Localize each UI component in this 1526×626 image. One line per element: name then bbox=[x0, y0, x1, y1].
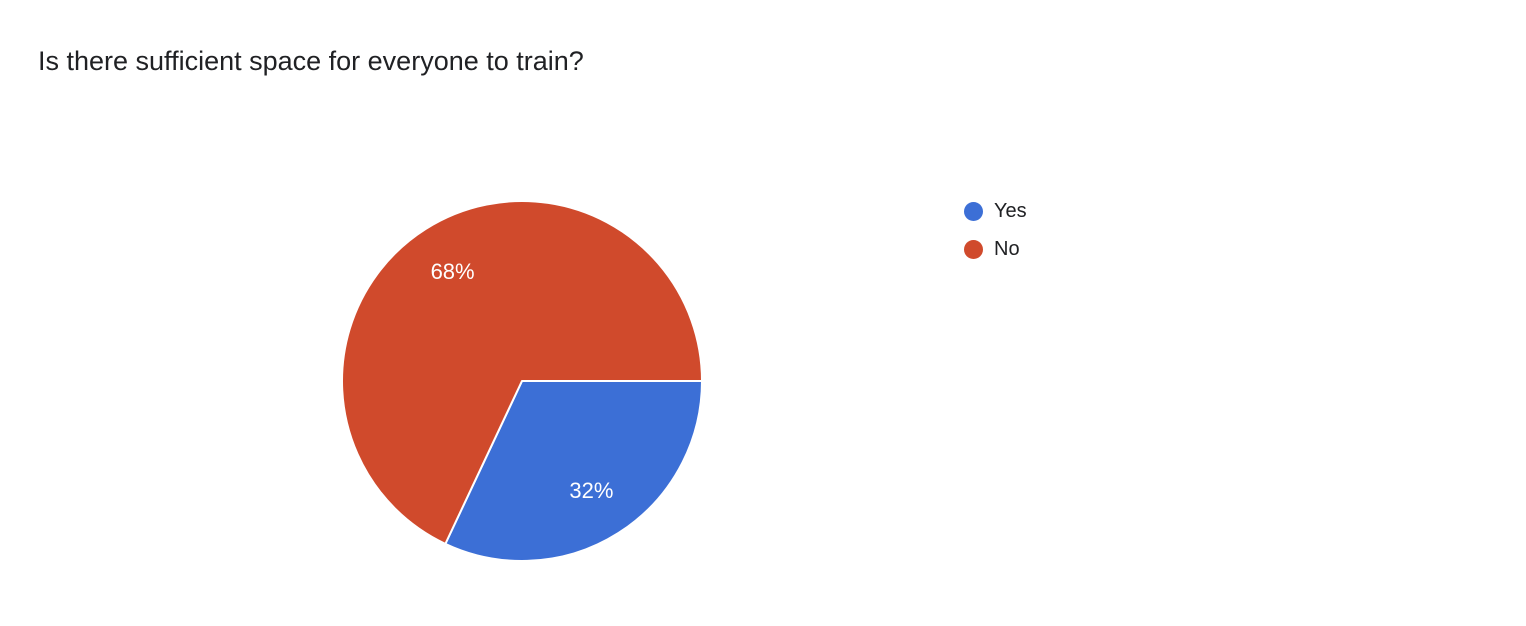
chart-title: Is there sufficient space for everyone t… bbox=[38, 46, 584, 76]
legend-label-no: No bbox=[994, 238, 1020, 260]
pie-chart: 32% 68% bbox=[341, 200, 703, 562]
legend-swatch-no-icon bbox=[964, 239, 983, 259]
pie-slice-label-no: 68% bbox=[431, 259, 475, 284]
legend-swatch-yes-icon bbox=[964, 201, 983, 221]
legend-label-yes: Yes bbox=[994, 200, 1027, 222]
legend-item-yes: Yes bbox=[964, 199, 1027, 223]
pie-slice-yes bbox=[444, 380, 703, 562]
chart-legend: Yes No bbox=[964, 199, 1027, 261]
legend-item-no: No bbox=[964, 237, 1027, 261]
pie-slice-no bbox=[341, 200, 703, 545]
pie-slice-label-yes: 32% bbox=[569, 478, 613, 503]
